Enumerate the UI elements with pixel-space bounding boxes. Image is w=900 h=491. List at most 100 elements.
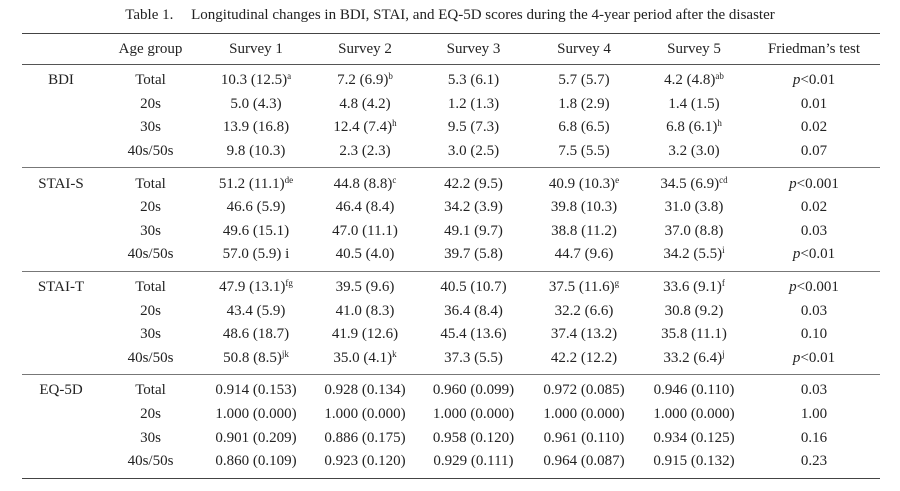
table-row: 40s/50s 0.860 (0.109) 0.923 (0.120) 0.929 (… <box>22 449 880 479</box>
score-value: 1.4 (1.5) <box>668 95 720 112</box>
score-value: 3.0 (2.5) <box>447 143 500 160</box>
score-value: 33.2 (6.4) <box>663 349 723 366</box>
score-value: 30.8 (9.2) <box>664 302 724 319</box>
score-value: 40.5 (4.0) <box>335 246 395 263</box>
scale-label <box>22 426 100 450</box>
score-value: 1.000 (0.000) <box>543 406 625 423</box>
survey-1-cell: 57.0 (5.9) i <box>201 243 311 272</box>
survey-4-cell: 6.8 (6.5) <box>528 116 640 140</box>
friedman-p-cell: 0.03 <box>748 220 880 244</box>
score-value: 33.6 (9.1) <box>663 279 722 296</box>
score-value: 34.2 (5.5) <box>663 246 723 263</box>
survey-2-cell: 0.928 (0.134) <box>311 375 419 403</box>
score-value: 57.0 (5.9) i <box>222 246 290 263</box>
p-value: 0.03 <box>800 382 828 399</box>
score-value: 35.8 (11.1) <box>661 326 727 343</box>
score-value: 10.3 (12.5) <box>220 72 288 89</box>
friedman-p-cell: p<0.01 <box>748 346 880 376</box>
significance-superscript: f <box>721 278 725 289</box>
p-symbol: p <box>792 72 801 89</box>
p-value: 1.00 <box>800 406 828 423</box>
friedman-p-cell: p<0.01 <box>748 65 880 93</box>
survey-3-cell: 1.000 (0.000) <box>419 403 528 427</box>
age-group-cell: 20s <box>140 95 161 112</box>
header-survey-5: Survey 5 <box>640 33 748 65</box>
survey-4-cell: 5.7 (5.7) <box>528 65 640 93</box>
survey-3-cell: 40.5 (10.7) <box>419 271 528 299</box>
score-value: 46.6 (5.9) <box>226 199 286 216</box>
friedman-p-cell: 0.02 <box>748 116 880 140</box>
p-value: <0.01 <box>800 246 836 263</box>
age-group-cell: Total <box>135 382 166 399</box>
survey-2-cell: 12.4 (7.4)h <box>311 116 419 140</box>
friedman-p-cell: 1.00 <box>748 403 880 427</box>
p-value: 0.16 <box>800 429 828 446</box>
score-value: 0.972 (0.085) <box>543 382 625 399</box>
survey-4-cell: 0.972 (0.085) <box>528 375 640 403</box>
p-value: 0.02 <box>800 119 828 136</box>
score-value: 47.9 (13.1) <box>219 279 286 296</box>
survey-2-cell: 35.0 (4.1)k <box>311 346 419 376</box>
survey-5-cell: 33.6 (9.1)f <box>640 271 748 299</box>
score-value: 0.901 (0.209) <box>215 429 297 446</box>
p-value: 0.03 <box>800 302 828 319</box>
table-title: Longitudinal changes in BDI, STAI, and E… <box>191 7 775 23</box>
p-value: 0.10 <box>800 326 828 343</box>
scale-label <box>22 403 100 427</box>
survey-4-cell: 37.4 (13.2) <box>528 323 640 347</box>
score-value: 0.934 (0.125) <box>653 429 735 446</box>
table-row: 30s 13.9 (16.8) 12.4 (7.4)h 9.5 (7.3) 6.8 (6… <box>22 116 880 140</box>
survey-2-cell: 4.8 (4.2) <box>311 93 419 117</box>
table-row: 20s 5.0 (4.3) 4.8 (4.2) 1.2 (1.3) 1.8 (2.9) 1… <box>22 93 880 117</box>
survey-5-cell: 0.915 (0.132) <box>640 449 748 479</box>
age-group-cell: 20s <box>140 406 161 423</box>
p-value: <0.001 <box>796 279 839 296</box>
friedman-p-cell: 0.16 <box>748 426 880 450</box>
p-value: <0.001 <box>796 175 839 192</box>
score-value: 49.1 (9.7) <box>444 222 503 239</box>
score-value: 41.9 (12.6) <box>331 326 399 343</box>
scale-label: BDI <box>48 72 74 89</box>
score-value: 1.000 (0.000) <box>215 406 297 423</box>
scale-label <box>22 299 100 323</box>
table-row: 30s 49.6 (15.1) 47.0 (11.1) 49.1 (9.7) 38.8 … <box>22 220 880 244</box>
score-value: 6.8 (6.1) <box>666 119 718 136</box>
survey-2-cell: 2.3 (2.3) <box>311 139 419 169</box>
score-value: 0.964 (0.087) <box>543 453 625 470</box>
survey-1-cell: 48.6 (18.7) <box>201 323 311 347</box>
survey-1-cell: 51.2 (11.1)de <box>201 168 311 196</box>
score-value: 45.4 (13.6) <box>440 326 507 343</box>
survey-3-cell: 37.3 (5.5) <box>419 346 528 376</box>
score-value: 5.3 (6.1) <box>447 72 500 89</box>
score-value: 39.5 (9.6) <box>335 279 395 296</box>
scale-label: STAI-S <box>38 175 84 192</box>
survey-3-cell: 5.3 (6.1) <box>419 65 528 93</box>
significance-superscript: c <box>392 174 397 185</box>
p-value: 0.01 <box>800 95 828 112</box>
table-row: 20s 1.000 (0.000) 1.000 (0.000) 1.000 (0.00… <box>22 403 880 427</box>
survey-4-cell: 1.8 (2.9) <box>528 93 640 117</box>
score-value: 35.0 (4.1) <box>333 349 393 366</box>
survey-5-cell: 34.5 (6.9)cd <box>640 168 748 196</box>
significance-superscript: i <box>722 245 725 256</box>
p-value: <0.01 <box>800 349 836 366</box>
table-row: 20s 43.4 (5.9) 41.0 (8.3) 36.4 (8.4) 32.2 (6… <box>22 299 880 323</box>
survey-2-cell: 47.0 (11.1) <box>311 220 419 244</box>
score-value: 6.8 (6.5) <box>558 119 610 136</box>
p-symbol: p <box>789 279 797 296</box>
score-value: 0.928 (0.134) <box>324 382 406 399</box>
survey-1-cell: 10.3 (12.5)a <box>201 65 311 93</box>
table-caption: Table 1. Longitudinal changes in BDI, ST… <box>0 7 900 24</box>
score-value: 5.0 (4.3) <box>230 95 282 112</box>
score-value: 1.000 (0.000) <box>324 406 406 423</box>
p-value: 0.03 <box>800 222 828 239</box>
survey-2-cell: 41.9 (12.6) <box>311 323 419 347</box>
survey-1-cell: 49.6 (15.1) <box>201 220 311 244</box>
significance-superscript: ab <box>715 71 724 82</box>
survey-3-cell: 42.2 (9.5) <box>419 168 528 196</box>
scale-label <box>22 220 100 244</box>
score-value: 42.2 (9.5) <box>444 175 503 192</box>
survey-1-cell: 46.6 (5.9) <box>201 196 311 220</box>
header-friedman-test: Friedman’s test <box>748 33 880 65</box>
survey-2-cell: 7.2 (6.9)b <box>311 65 419 93</box>
